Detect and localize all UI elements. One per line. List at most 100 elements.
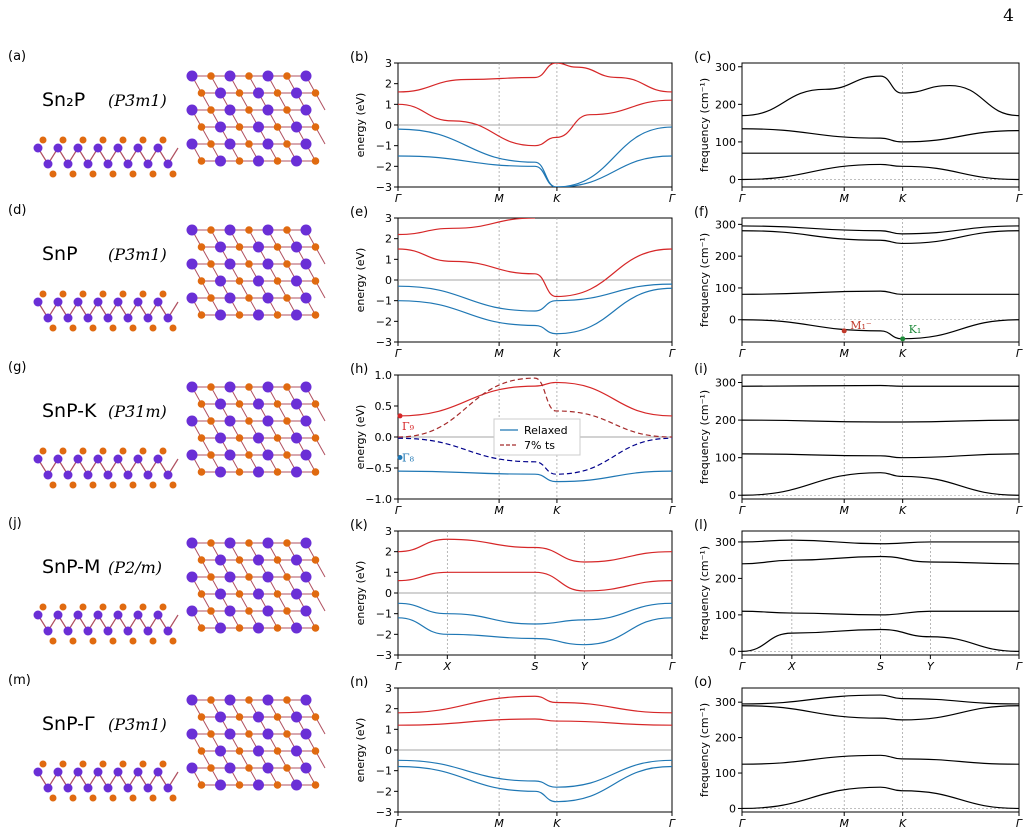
sn-atom <box>262 694 274 706</box>
p-atom <box>79 760 87 768</box>
sn-atom <box>291 622 302 634</box>
p-atom <box>69 324 77 332</box>
band-line <box>398 695 672 714</box>
sn-atom <box>253 466 264 478</box>
p-atom <box>59 447 67 455</box>
p-atom <box>283 607 291 615</box>
sn-atom <box>300 381 312 393</box>
sn-atom <box>63 313 73 323</box>
sn-atom <box>93 297 103 307</box>
sn-atom <box>153 767 163 777</box>
p-atom <box>197 781 206 789</box>
annotation-marker <box>397 454 403 460</box>
y-tick-label: 100 <box>715 767 736 780</box>
sn-atom <box>186 292 198 304</box>
sn-atom <box>253 554 264 566</box>
sn-atom <box>224 694 236 706</box>
sn-atom <box>262 537 274 549</box>
p-atom <box>197 434 206 442</box>
sn-atom <box>300 762 312 774</box>
p-atom <box>207 764 215 772</box>
kpoint-label: K <box>553 347 561 360</box>
sn-atom <box>300 138 312 150</box>
sn-atom <box>53 767 63 777</box>
band-line <box>742 786 1019 810</box>
sn-atom <box>215 622 226 634</box>
sn-atom <box>186 762 198 774</box>
band-line <box>398 617 672 646</box>
sn-atom <box>291 275 302 287</box>
p-atom <box>159 603 167 611</box>
p-atom <box>311 434 320 442</box>
sn-atom <box>143 626 153 636</box>
p-atom <box>139 136 147 144</box>
crystal-structure-icon: SnP-Γ (P3̄m1) <box>33 694 326 802</box>
sn-atom <box>224 605 236 617</box>
annotation-marker <box>841 328 847 334</box>
sn-atom <box>33 143 43 153</box>
kpoint-label: Γ <box>669 347 676 360</box>
sn-atom <box>113 297 123 307</box>
sn-atom <box>143 159 153 169</box>
annotation-label: Γ₈ <box>402 451 415 464</box>
p-atom <box>39 136 47 144</box>
p-atom <box>119 136 127 144</box>
y-tick-label: −1 <box>376 608 392 621</box>
sn-atom <box>73 767 83 777</box>
p-atom <box>89 170 97 178</box>
sn-atom <box>163 783 173 793</box>
panel-label: (n) <box>350 675 368 690</box>
sn-atom <box>262 415 274 427</box>
p-atom <box>283 573 291 581</box>
kpoint-label: Γ <box>739 660 746 673</box>
sn-atom <box>43 783 53 793</box>
sn-atom <box>186 381 198 393</box>
sn-atom <box>262 381 274 393</box>
band-line <box>742 453 1019 459</box>
p-atom <box>197 468 206 476</box>
sn-atom <box>103 470 113 480</box>
p-atom <box>283 294 291 302</box>
sn-atom <box>83 313 93 323</box>
p-atom <box>311 89 320 97</box>
kpoint-label: M <box>494 504 504 517</box>
sn-atom <box>300 70 312 82</box>
p-atom <box>283 383 291 391</box>
p-atom <box>207 383 215 391</box>
p-atom <box>79 447 87 455</box>
p-atom <box>79 603 87 611</box>
panel-label: (i) <box>694 362 708 377</box>
p-atom <box>311 713 320 721</box>
sn-atom <box>300 224 312 236</box>
sn-atom <box>33 297 43 307</box>
sn-atom <box>291 711 302 723</box>
p-atom <box>197 311 206 319</box>
p-atom <box>169 637 177 645</box>
p-atom <box>207 607 215 615</box>
p-atom <box>235 468 244 476</box>
sn-atom <box>262 571 274 583</box>
sn-atom <box>215 155 226 167</box>
p-atom <box>139 447 147 455</box>
p-atom <box>245 573 253 581</box>
p-atom <box>59 603 67 611</box>
panel-label: (k) <box>350 518 368 533</box>
sn-atom <box>262 605 274 617</box>
p-atom <box>197 89 206 97</box>
sn-atom <box>224 571 236 583</box>
y-tick-label: 300 <box>715 61 736 74</box>
sn-atom <box>123 626 133 636</box>
p-atom <box>139 290 147 298</box>
p-atom <box>169 170 177 178</box>
kpoint-label: Γ <box>395 504 402 517</box>
sn-atom <box>186 104 198 116</box>
p-atom <box>235 434 244 442</box>
band-line <box>742 230 1019 245</box>
sn-atom <box>133 454 143 464</box>
sn-atom <box>262 104 274 116</box>
y-tick-label: 200 <box>715 98 736 111</box>
kpoint-label: Γ <box>739 347 746 360</box>
sn-atom <box>224 258 236 270</box>
band-line <box>398 718 672 726</box>
